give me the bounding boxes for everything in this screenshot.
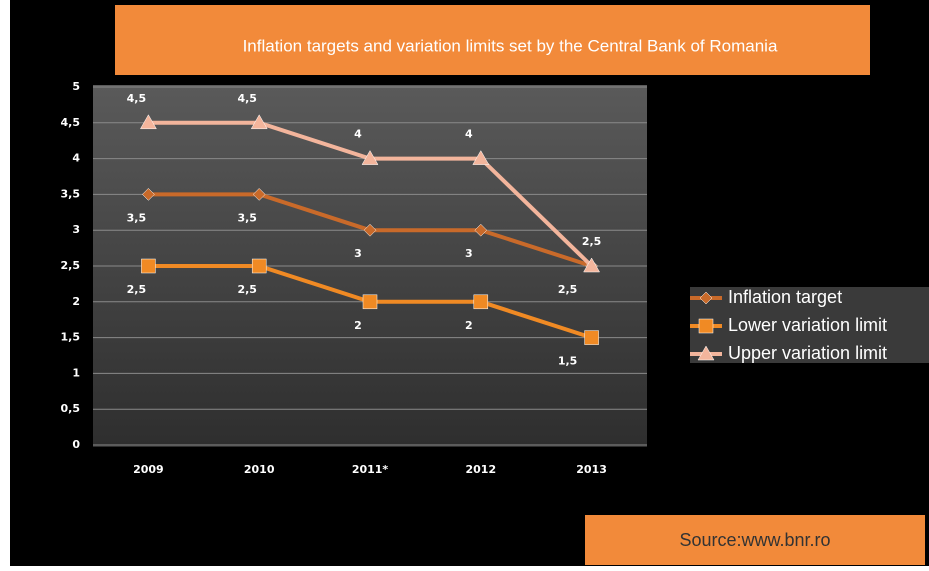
data-label: 4,5 <box>127 92 147 105</box>
marker <box>473 294 489 310</box>
data-label: 3,5 <box>127 211 147 224</box>
y-tick-label: 1,5 <box>61 331 81 344</box>
y-tick-label: 4,5 <box>61 116 81 129</box>
data-label: 1,5 <box>558 355 578 368</box>
marker <box>142 188 155 201</box>
y-tick-label: 2 <box>72 295 80 308</box>
marker <box>472 150 490 165</box>
y-tick-label: 1 <box>72 366 80 379</box>
data-label: 3 <box>354 247 362 260</box>
marker <box>361 150 379 165</box>
legend-marker <box>698 318 714 334</box>
marker <box>141 258 156 274</box>
data-label: 3 <box>465 247 473 260</box>
y-tick-label: 2,5 <box>61 259 81 272</box>
y-tick-label: 0,5 <box>61 402 81 415</box>
y-tick-label: 4 <box>72 152 80 165</box>
x-tick-label: 2013 <box>576 463 607 476</box>
y-tick-label: 0 <box>72 438 80 451</box>
data-label: 4 <box>354 128 362 141</box>
marker <box>139 114 157 130</box>
chart-title: Inflation targets and variation limits s… <box>243 36 778 55</box>
marker <box>252 188 266 201</box>
source-box <box>585 515 925 565</box>
legend-marker <box>697 345 715 361</box>
legend-label: Upper variation limit <box>728 343 887 363</box>
x-tick-label: 2012 <box>465 463 496 476</box>
legend-marker <box>699 291 713 305</box>
marker <box>250 114 268 130</box>
data-label: 2 <box>354 319 362 332</box>
data-label: 2,5 <box>558 283 578 296</box>
title-box <box>115 5 870 75</box>
source: Source:www.bnr.ro <box>679 530 830 550</box>
y-tick-label: 3 <box>72 223 80 236</box>
data-label: 3,5 <box>237 211 257 224</box>
legend-label: Inflation target <box>728 287 842 307</box>
x-tick-label: 2011* <box>352 463 389 476</box>
marker <box>583 257 601 273</box>
data-label: 2 <box>465 319 473 332</box>
data-label: 4,5 <box>237 92 257 105</box>
x-tick-label: 2009 <box>133 463 164 476</box>
data-label: 2,5 <box>582 235 602 248</box>
marker <box>474 223 488 237</box>
data-label: 2,5 <box>237 283 257 296</box>
marker <box>363 223 377 237</box>
marker <box>584 330 599 345</box>
x-tick-label: 2010 <box>244 463 275 476</box>
data-label: 2,5 <box>127 283 147 296</box>
y-tick-label: 3,5 <box>61 187 81 200</box>
data-label: 4 <box>465 128 473 141</box>
legend <box>690 287 929 363</box>
marker <box>251 258 267 274</box>
marker <box>362 294 378 310</box>
y-tick-label: 5 <box>72 80 80 93</box>
legend-label: Lower variation limit <box>728 315 887 335</box>
